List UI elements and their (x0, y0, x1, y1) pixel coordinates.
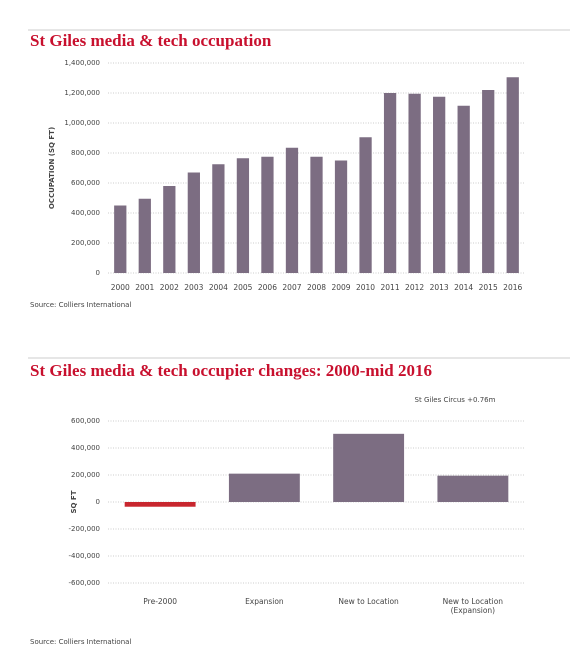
x-tick-label: New to Location (338, 597, 399, 606)
x-tick-label: 2005 (233, 283, 253, 292)
x-tick-label: 2006 (257, 283, 277, 292)
bar (261, 156, 274, 273)
bar (333, 433, 405, 502)
bar (408, 93, 421, 273)
x-tick-label: Pre-2000 (143, 597, 177, 606)
bar (163, 186, 176, 273)
x-tick-label: 2011 (380, 283, 400, 292)
bar (383, 93, 397, 273)
y-tick-label: 600,000 (71, 417, 100, 425)
bar (506, 77, 519, 273)
x-tick-label: 2010 (355, 283, 376, 292)
bar (228, 473, 300, 502)
x-tick-label: 2000 (110, 283, 130, 292)
y-tick-label: 1,200,000 (64, 89, 100, 97)
x-tick-label: 2004 (208, 283, 228, 292)
y-tick-label: 400,000 (71, 209, 100, 217)
y-axis-label: SQ FT (70, 490, 78, 513)
bar (212, 164, 225, 273)
bar (310, 156, 323, 273)
x-tick-label: 2014 (454, 283, 474, 292)
x-tick-label: New to Location (Expansion) (442, 597, 504, 615)
bar (437, 475, 509, 502)
y-tick-label: 0 (96, 498, 100, 506)
x-tick-label: Expansion (245, 597, 284, 606)
bar (285, 147, 299, 273)
y-tick-label: 200,000 (71, 239, 100, 247)
chart-title: St Giles media & tech occupier changes: … (30, 361, 432, 380)
chart-title: St Giles media & tech occupation (30, 31, 272, 50)
bar (334, 160, 348, 273)
x-tick-label: 2012 (405, 283, 425, 292)
bar (114, 205, 127, 273)
x-tick-label: 2003 (184, 283, 204, 292)
x-tick-label: 2007 (282, 283, 302, 292)
annotation: St Giles Circus +0.76m (415, 396, 496, 404)
y-tick-label: 600,000 (71, 179, 100, 187)
y-tick-label: -600,000 (69, 579, 100, 587)
bar (138, 198, 151, 273)
bar (236, 158, 250, 273)
bar (124, 502, 196, 507)
x-tick-label: 2016 (503, 283, 523, 292)
y-axis-label: OCCUPATION (SQ FT) (48, 127, 56, 209)
y-tick-label: 1,000,000 (64, 119, 100, 127)
bar (482, 90, 495, 273)
bar (359, 137, 372, 273)
y-tick-label: -200,000 (69, 525, 100, 533)
y-tick-label: 1,400,000 (64, 59, 100, 67)
source: Source: Colliers International (30, 638, 131, 646)
bar (457, 105, 470, 273)
x-tick-label: 2002 (159, 283, 179, 292)
x-tick-label: 2001 (135, 283, 155, 292)
y-tick-label: 200,000 (71, 471, 100, 479)
source: Source: Colliers International (30, 301, 131, 309)
y-tick-label: -400,000 (69, 552, 100, 560)
y-tick-label: 800,000 (71, 149, 100, 157)
y-tick-label: 400,000 (71, 444, 100, 452)
x-tick-label: 2015 (478, 283, 498, 292)
bar (433, 96, 446, 273)
bar (187, 172, 200, 273)
x-tick-label: 2008 (306, 283, 327, 292)
x-tick-label: 2009 (331, 283, 351, 292)
x-tick-label: 2013 (429, 283, 449, 292)
y-tick-label: 0 (96, 269, 100, 277)
